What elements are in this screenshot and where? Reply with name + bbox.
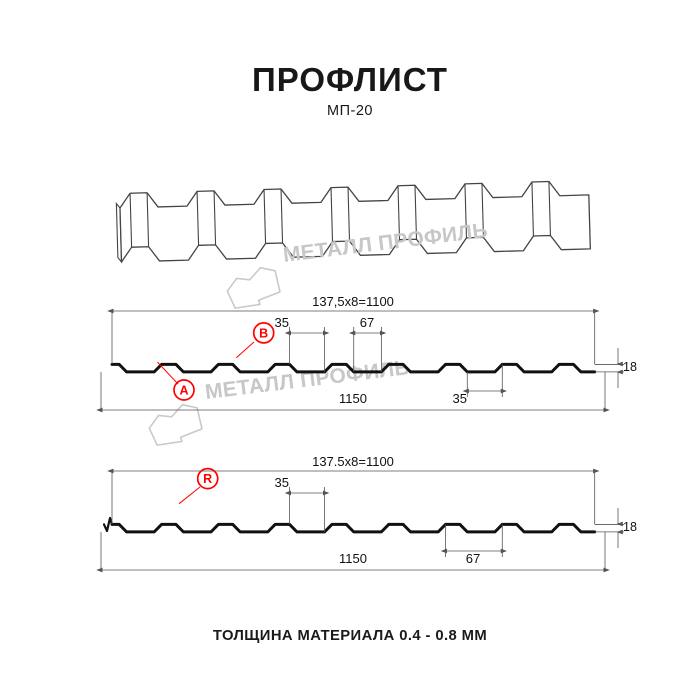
- svg-text:67: 67: [466, 551, 480, 566]
- svg-text:35: 35: [453, 391, 467, 406]
- svg-text:67: 67: [360, 315, 374, 330]
- svg-text:35: 35: [275, 475, 289, 490]
- svg-text:1150: 1150: [339, 391, 367, 406]
- svg-text:137,5х8=1100: 137,5х8=1100: [312, 294, 394, 309]
- svg-text:R: R: [203, 472, 212, 486]
- svg-text:B: B: [259, 326, 268, 340]
- svg-text:A: A: [179, 384, 188, 398]
- svg-text:35: 35: [275, 315, 289, 330]
- svg-text:18: 18: [623, 520, 637, 534]
- svg-text:1150: 1150: [339, 551, 367, 566]
- svg-text:18: 18: [623, 360, 637, 374]
- svg-text:137.5х8=1100: 137.5х8=1100: [312, 454, 394, 469]
